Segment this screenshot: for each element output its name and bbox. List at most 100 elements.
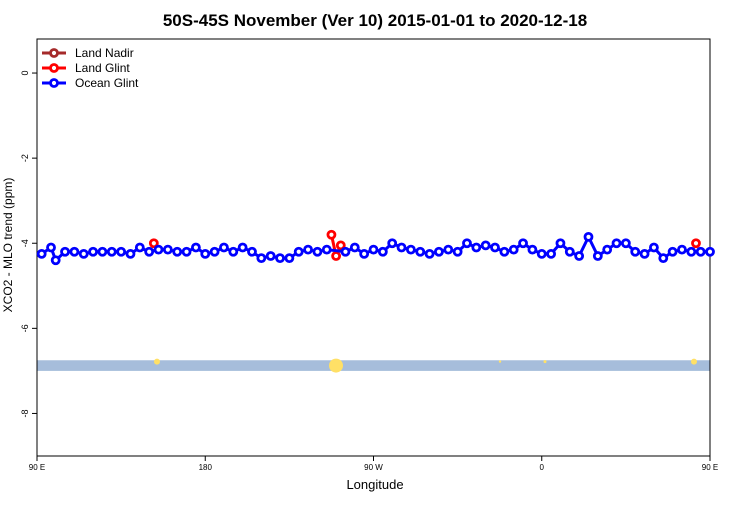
land-spot <box>543 360 547 364</box>
axes-layer: 90 E 180 90 W 0 90 E 0 -2 -4 -6 -8 <box>20 38 718 472</box>
ocean-glint-point <box>564 246 575 257</box>
x-axis-label: Longitude <box>346 477 403 492</box>
ocean-glint-point <box>462 238 472 249</box>
ocean-glint-point <box>705 246 715 257</box>
land-glint-point <box>331 251 342 261</box>
x-tick-label: 90 W <box>364 463 383 472</box>
ocean-glint-point <box>191 242 201 253</box>
ocean-glint-point <box>275 253 285 264</box>
ocean-glint-point <box>144 246 155 257</box>
y-tick-label: -8 <box>20 409 30 417</box>
y-tick-label: 0 <box>20 71 30 76</box>
ocean-glint-point <box>134 242 145 253</box>
ocean-glint-point <box>536 248 547 259</box>
ocean-glint-point <box>219 242 229 253</box>
ocean-glint-point <box>209 246 220 257</box>
ocean-glint-point <box>405 244 416 255</box>
ocean-glint-point <box>677 244 687 255</box>
ocean-glint-point <box>46 242 56 253</box>
y-tick-label: -6 <box>20 324 30 332</box>
x-tick-label: 90 E <box>702 463 718 472</box>
ocean-glint-point <box>630 246 641 257</box>
ocean-glint-point <box>583 231 594 242</box>
ocean-glint-point <box>172 246 183 257</box>
ocean-glint-point <box>602 244 613 255</box>
ocean-glint-point <box>490 242 500 253</box>
land-spot <box>329 358 343 373</box>
ocean-glint-point <box>667 246 678 257</box>
ocean-glint-point <box>377 246 388 257</box>
ocean-glint-point <box>256 253 267 264</box>
ocean-glint-point <box>200 248 211 259</box>
ocean-glint-point <box>396 242 407 253</box>
ocean-glint-point <box>471 242 482 253</box>
ocean-glint-point <box>162 244 173 255</box>
y-axis-label: XCO2 - MLO trend (ppm) <box>1 178 15 313</box>
series-layer <box>36 229 715 266</box>
ocean-band <box>37 360 710 371</box>
ocean-glint-point <box>237 242 248 253</box>
legend-marker-land-glint <box>49 63 59 73</box>
ocean-glint-point <box>527 244 538 255</box>
ocean-glint-point <box>153 244 164 255</box>
ocean-glint-point <box>181 246 192 257</box>
ocean-glint-point <box>60 246 70 257</box>
x-tick-label: 90 E <box>29 463 45 472</box>
ocean-glint-point <box>592 251 603 261</box>
land-spot <box>498 360 502 363</box>
land-glint-point <box>326 229 337 240</box>
land-glint-point <box>148 238 159 249</box>
ocean-glint-point <box>434 246 444 257</box>
legend-marker-ocean-glint <box>49 78 59 88</box>
ocean-glint-point <box>303 244 313 255</box>
ocean-glint-point <box>555 238 566 249</box>
ocean-glint-point <box>424 248 435 259</box>
land-glint-point <box>335 240 346 251</box>
ocean-glint-point <box>78 248 89 259</box>
ocean-glint-point <box>116 246 127 257</box>
ocean-glint-point <box>36 248 47 259</box>
ocean-band-layer <box>37 358 710 373</box>
land-glint-point <box>691 238 701 249</box>
ocean-glint-point <box>125 248 136 259</box>
ocean-glint-point <box>658 253 669 264</box>
x-tick-label: 180 <box>199 463 213 472</box>
ocean-glint-point <box>247 246 257 257</box>
legend-marker-land-nadir <box>49 48 59 58</box>
ocean-glint-point <box>499 246 510 257</box>
x-tick-label: 0 <box>540 463 545 472</box>
ocean-glint-point <box>368 244 379 255</box>
ocean-glint-point <box>88 246 98 257</box>
ocean-glint-point <box>686 246 697 257</box>
legend-label-land-nadir: Land Nadir <box>75 46 134 60</box>
y-tick-label: -2 <box>20 154 30 162</box>
ocean-glint-point <box>265 251 276 261</box>
ocean-glint-point <box>546 248 556 259</box>
ocean-glint-point <box>415 246 426 257</box>
ocean-glint-point <box>518 238 528 249</box>
ocean-glint-point <box>312 246 323 257</box>
ocean-glint-point <box>443 244 454 255</box>
legend-label-ocean-glint: Ocean Glint <box>75 76 139 90</box>
ocean-glint-point <box>574 251 585 261</box>
ocean-glint-point <box>284 253 295 264</box>
ocean-glint-point <box>321 244 332 255</box>
ocean-glint-point <box>69 246 80 257</box>
ocean-glint-point <box>106 246 117 257</box>
ocean-glint-point <box>611 238 622 249</box>
ocean-glint-point <box>508 244 519 255</box>
ocean-glint-point <box>649 242 659 253</box>
ocean-glint-point <box>359 248 370 259</box>
ocean-glint-point <box>639 248 650 259</box>
ocean-glint-point <box>452 246 463 257</box>
y-tick-label: -4 <box>20 239 30 247</box>
ocean-glint-point <box>293 246 304 257</box>
ocean-glint-point <box>340 246 351 257</box>
ocean-glint-point <box>620 238 631 249</box>
ocean-glint-point <box>480 240 491 251</box>
chart-title: 50S-45S November (Ver 10) 2015-01-01 to … <box>163 11 587 30</box>
legend-label-land-glint: Land Glint <box>75 61 130 75</box>
